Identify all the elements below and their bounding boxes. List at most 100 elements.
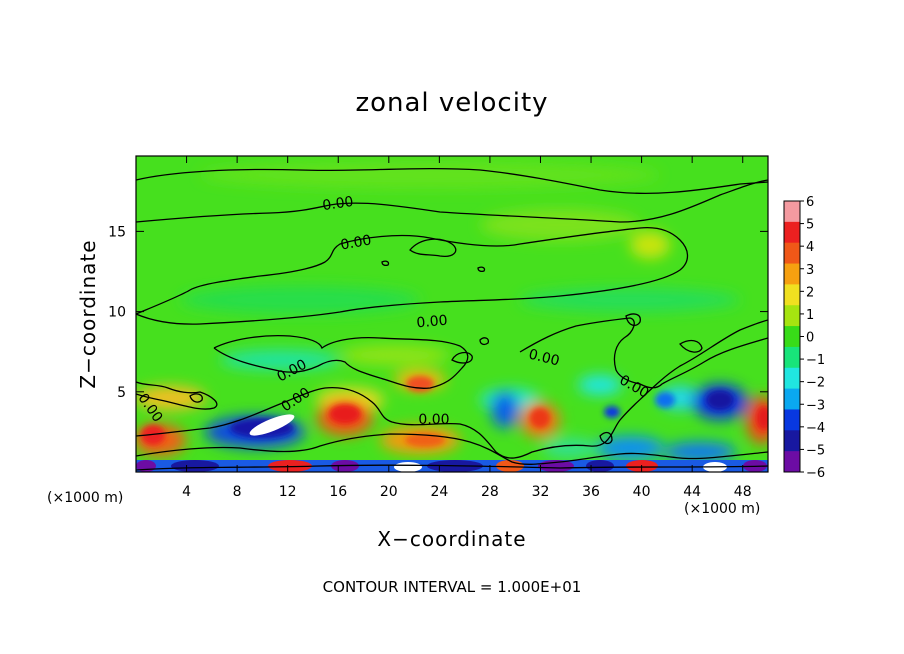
x-tick-label: 4 bbox=[182, 484, 191, 500]
contour-line bbox=[381, 260, 390, 267]
red-core bbox=[329, 404, 361, 424]
orange-core bbox=[405, 433, 445, 447]
x-tick-label: 40 bbox=[633, 484, 651, 500]
colorbar-swatch bbox=[784, 242, 800, 265]
colorbar-tick-label: −2 bbox=[806, 376, 825, 391]
x-tick-label: 8 bbox=[233, 484, 242, 500]
contour-lines bbox=[136, 167, 768, 471]
colorbar-tick-label: 3 bbox=[806, 263, 814, 278]
colorbar-swatch bbox=[784, 430, 800, 452]
contour-line bbox=[136, 179, 768, 223]
dark-blue-core bbox=[586, 460, 614, 472]
white-extreme bbox=[249, 414, 295, 436]
colorbar-swatch bbox=[784, 284, 800, 306]
contour-line bbox=[477, 266, 486, 273]
contour-line bbox=[679, 339, 703, 353]
blue-trough bbox=[596, 436, 664, 460]
red-core bbox=[496, 460, 524, 472]
contour-line bbox=[519, 317, 768, 389]
colorbar-tick-label: −4 bbox=[806, 421, 825, 436]
colorbar-tick-label: −6 bbox=[806, 466, 825, 481]
colorbar: 6 5 4 3 2 1 0 −1 −2 −3 −4 −5 −6 bbox=[783, 195, 825, 481]
colorbar-tick-label: −3 bbox=[806, 398, 825, 413]
yellow-patch bbox=[340, 345, 450, 365]
red-core bbox=[406, 376, 434, 392]
x-tick-label: 44 bbox=[683, 484, 701, 500]
x-unit-label-left: (×1000 m) bbox=[47, 490, 124, 506]
blue-core bbox=[604, 406, 620, 418]
y-tick-label: 10 bbox=[108, 305, 126, 321]
colorbar-swatch bbox=[784, 346, 800, 369]
contour-line bbox=[136, 464, 768, 471]
x-axis-ticks: 4 8 12 16 20 24 28 32 36 40 44 48 bbox=[182, 156, 752, 500]
contour-line bbox=[136, 381, 218, 410]
colorbar-tick-label: −5 bbox=[806, 443, 825, 458]
contour-label: 0.00 bbox=[527, 346, 561, 369]
colorbar-swatch bbox=[784, 388, 800, 410]
surface-row bbox=[136, 460, 768, 472]
colorbar-tick-label: −1 bbox=[806, 353, 825, 368]
red-core bbox=[268, 460, 312, 472]
colorbar-tick-label: 6 bbox=[806, 195, 814, 210]
dark-blue-core bbox=[706, 390, 734, 410]
x-tick-label: 16 bbox=[329, 484, 347, 500]
cyan-patch bbox=[542, 438, 598, 458]
contour-label: 0.00 bbox=[321, 194, 354, 214]
x-axis-label: X−coordinate bbox=[377, 527, 527, 551]
colorbar-tick-label: 5 bbox=[806, 218, 814, 233]
x-unit-label-right: (×1000 m) bbox=[684, 501, 761, 517]
contour-line bbox=[409, 238, 457, 257]
contour-line bbox=[189, 393, 203, 403]
y-axis-label: Z−coordinate bbox=[76, 239, 100, 389]
heatmap-field bbox=[136, 156, 768, 472]
cyan-patch bbox=[578, 375, 622, 395]
colorbar-swatch bbox=[784, 201, 800, 223]
contour-interval-note: CONTOUR INTERVAL = 1.000E+01 bbox=[322, 578, 582, 596]
x-tick-label: 32 bbox=[532, 484, 550, 500]
plot-frame bbox=[135, 155, 769, 473]
contour-line bbox=[451, 351, 473, 364]
y-axis-ticks: 5 10 15 bbox=[108, 224, 768, 401]
colorbar-tick-label: 0 bbox=[806, 331, 814, 346]
colorbar-swatch bbox=[784, 326, 800, 348]
mid-band bbox=[180, 286, 420, 314]
x-tick-label: 24 bbox=[430, 484, 448, 500]
colorbar-swatch bbox=[784, 451, 800, 473]
colorbar-swatch bbox=[784, 367, 800, 390]
mid-band bbox=[520, 288, 740, 312]
white-extreme bbox=[394, 462, 422, 472]
colorbar-swatch bbox=[784, 305, 800, 327]
colorbar-tick-label: 2 bbox=[806, 285, 814, 300]
colorbar-tick-label: 1 bbox=[806, 308, 814, 323]
contour-label: 0.00 bbox=[418, 412, 449, 428]
contour-line bbox=[136, 433, 768, 465]
upper-band bbox=[200, 161, 660, 189]
y-tick-label: 15 bbox=[108, 224, 126, 240]
contour-line bbox=[136, 319, 768, 459]
colorbar-swatch bbox=[784, 409, 800, 431]
x-tick-label: 12 bbox=[279, 484, 297, 500]
yellow-patch bbox=[630, 231, 670, 259]
chart-title: zonal velocity bbox=[355, 88, 549, 118]
x-tick-label: 48 bbox=[734, 484, 752, 500]
blue-core bbox=[655, 392, 675, 408]
blue-trough bbox=[491, 392, 519, 428]
contour-line bbox=[479, 337, 490, 346]
contour-line bbox=[625, 313, 641, 327]
x-tick-label: 36 bbox=[582, 484, 600, 500]
dark-blue-core bbox=[171, 460, 219, 472]
contour-line bbox=[136, 226, 689, 325]
colorbar-swatch bbox=[784, 263, 800, 285]
cyan-patch bbox=[220, 350, 340, 370]
x-tick-label: 20 bbox=[380, 484, 398, 500]
colorbar-tick-label: 4 bbox=[806, 240, 814, 255]
red-core bbox=[756, 406, 768, 430]
x-tick-label: 28 bbox=[481, 484, 499, 500]
contour-line bbox=[599, 431, 613, 445]
contour-label: 0.00 bbox=[416, 313, 448, 332]
contour-label: 0.00 bbox=[339, 232, 372, 253]
red-core bbox=[530, 408, 550, 428]
yellow-patch bbox=[480, 209, 640, 241]
contour-line bbox=[213, 334, 469, 389]
